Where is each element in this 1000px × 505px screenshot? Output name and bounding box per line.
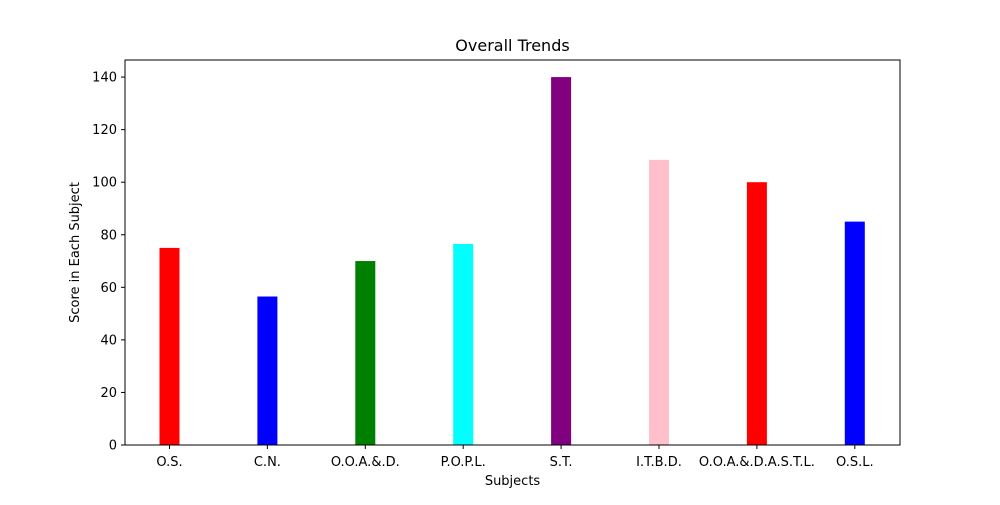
y-tick-label: 120	[92, 123, 117, 138]
bar-6	[746, 182, 767, 446]
x-tick-label: I.T.B.D.	[636, 455, 682, 470]
y-axis: 0 20 40 60 80 100 120 140	[92, 71, 125, 454]
x-tick-label: P.O.P.L.	[441, 455, 486, 470]
chart-title: Overall Trends	[455, 36, 569, 55]
bar-2	[355, 261, 376, 445]
bar-4	[551, 77, 572, 445]
x-tick-label: O.O.A.&.D.	[331, 455, 400, 470]
x-tick-label: O.O.A.&.D.A.S.T.L.	[699, 455, 815, 470]
bar-7	[844, 221, 865, 445]
bar-5	[649, 159, 669, 446]
y-tick-label: 40	[100, 333, 117, 348]
x-tick-label: C.N.	[254, 455, 281, 470]
x-tick-label: O.S.	[156, 455, 182, 470]
bar-1	[257, 296, 278, 445]
x-axis: O.S. C.N. O.O.A.&.D. P.O.P.L. S.T. I.T.B.D. O.…	[156, 445, 874, 470]
x-tick-label: O.S.L.	[836, 455, 874, 470]
y-tick-label: 0	[109, 439, 117, 454]
bar-0	[159, 247, 180, 445]
y-tick-label: 80	[100, 228, 117, 243]
bars-group	[159, 77, 865, 446]
plot-frame	[124, 59, 901, 446]
y-tick-label: 140	[92, 71, 117, 86]
y-tick-label: 60	[100, 281, 117, 296]
bar-3	[453, 243, 474, 445]
y-tick-label: 20	[100, 386, 117, 401]
y-axis-label: Score in Each Subject	[68, 182, 83, 323]
y-tick-label: 100	[92, 176, 117, 191]
x-axis-label: Subjects	[485, 474, 541, 489]
x-tick-label: S.T.	[550, 455, 573, 470]
